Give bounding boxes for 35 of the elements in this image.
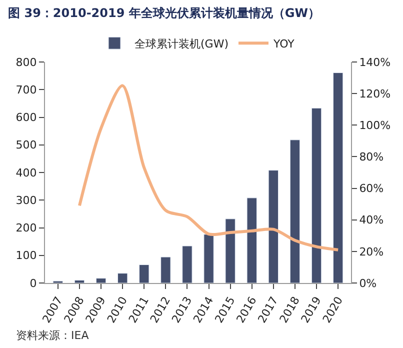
y2-tick-label: 80% [359,150,384,164]
bar [117,273,128,283]
bar [246,198,257,283]
bar [225,218,236,283]
text: 资料来源：IEA [16,329,90,342]
y2-tick-label: 100% [359,118,391,132]
bar [182,246,192,283]
bar [268,170,279,283]
bar [204,234,214,283]
y2-tick-label: 140% [359,56,391,69]
line-series [78,84,340,252]
bar [290,140,300,283]
y-tick-label: 200 [16,222,37,235]
y-tick-label: 0 [30,276,37,290]
y-tick-label: 500 [16,138,37,152]
legend-label: 全球累计装机(GW) [134,37,228,50]
y2-tick-label: 120% [359,87,391,100]
y-tick-label: 400 [16,166,37,180]
bar [332,72,344,283]
y2-tick-label: 0% [359,276,377,290]
bar [311,108,322,283]
bar [160,256,171,283]
y-tick-label: 600 [16,111,37,124]
y-tick-label: 300 [16,194,37,207]
y2-tick-label: 60% [359,182,384,196]
y-tick-label: 100 [16,249,37,262]
bar [96,278,106,283]
chart-title: 图 39：2010-2019 年全球光伏累计装机量情况（GW） [8,6,320,20]
y-tick-label: 800 [16,56,37,69]
legend-label: YOY [272,37,295,50]
bar [139,264,150,283]
bar [74,280,85,283]
y2-tick-label: 40% [359,214,384,227]
y2-tick-label: 20% [359,245,384,258]
y-tick-label: 700 [16,83,37,96]
